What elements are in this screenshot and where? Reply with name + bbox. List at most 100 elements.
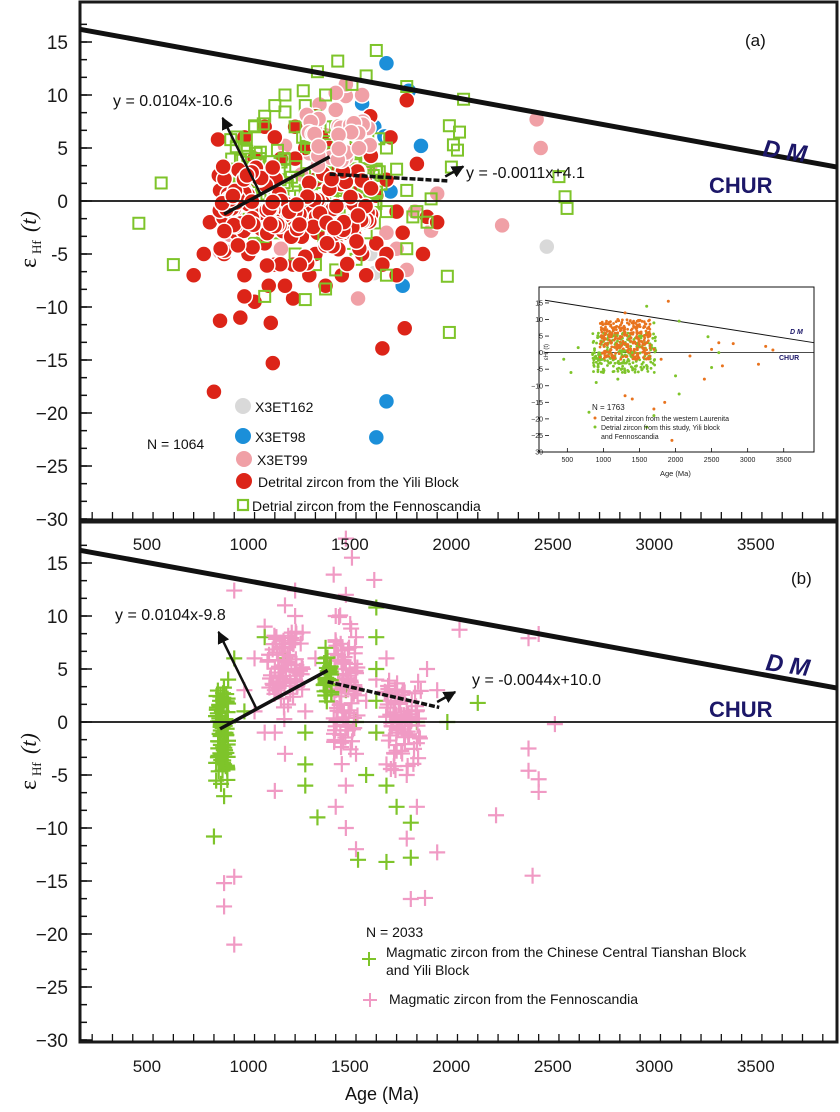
panel-b-eq1: y = 0.0104x-9.8 bbox=[115, 607, 226, 624]
panel-a-n-label: N = 1064 bbox=[147, 436, 204, 452]
inset-data-point bbox=[623, 394, 627, 398]
data-point-plus bbox=[315, 677, 332, 694]
inset-data-point bbox=[646, 369, 650, 373]
data-point-square bbox=[296, 84, 310, 98]
inset-legend-label-this-study-2: and Fennoscandia bbox=[601, 434, 659, 441]
x-tick-label: 1000 bbox=[229, 535, 267, 554]
inset-data-point bbox=[606, 341, 610, 345]
inset-data-point bbox=[609, 335, 613, 339]
inset-data-point bbox=[619, 367, 623, 371]
inset-data-point bbox=[633, 357, 637, 361]
inset-data-point bbox=[702, 377, 706, 381]
panel-a-eq1: y = 0.0104x-10.6 bbox=[113, 93, 233, 110]
inset-data-point bbox=[610, 345, 614, 349]
inset-data-point bbox=[631, 368, 634, 372]
inset-data-point bbox=[604, 354, 608, 358]
inset-data-point bbox=[649, 366, 653, 370]
data-point-plus bbox=[287, 608, 304, 624]
inset-data-point bbox=[677, 392, 681, 396]
inset-data-point bbox=[601, 351, 604, 355]
inset-data-point bbox=[630, 351, 634, 355]
inset-data-point bbox=[620, 370, 624, 374]
legend-label-yili: Detrital zircon from the Yili Block bbox=[258, 474, 460, 490]
inset-data-point bbox=[674, 374, 678, 378]
inset-legend-marker-laurentia bbox=[593, 416, 597, 420]
data-point-circle bbox=[397, 91, 416, 110]
inset-data-point bbox=[646, 356, 650, 360]
inset-data-point bbox=[562, 357, 566, 361]
data-point-circle bbox=[264, 193, 282, 211]
data-point-circle bbox=[377, 392, 396, 411]
inset-data-point bbox=[641, 340, 644, 344]
inset-data-point bbox=[599, 326, 603, 329]
x-tick-label: 3500 bbox=[737, 1057, 775, 1076]
inset-data-point bbox=[622, 329, 626, 333]
inset-data-point bbox=[645, 364, 648, 367]
inset-data-point bbox=[597, 331, 600, 335]
data-point-circle bbox=[408, 155, 426, 173]
trend-arrow-1 bbox=[221, 116, 262, 195]
inset-data-point bbox=[619, 349, 623, 353]
data-point-circle bbox=[239, 213, 258, 231]
data-point-plus bbox=[393, 743, 410, 760]
inset-data-point bbox=[621, 355, 625, 359]
inset-data-point bbox=[653, 350, 657, 354]
trend-line bbox=[327, 680, 440, 710]
inset-data-point bbox=[652, 359, 656, 362]
data-point-plus bbox=[287, 651, 304, 668]
inset-data-point bbox=[599, 370, 603, 374]
y-label-epsilon-b: ε bbox=[16, 780, 42, 790]
panel-a-y-label: ε Hf (t) bbox=[16, 211, 44, 268]
legend-label-x3et99: X3ET99 bbox=[257, 452, 308, 468]
data-point-square bbox=[278, 88, 292, 102]
inset-data-point bbox=[622, 358, 626, 362]
inset-data-point bbox=[598, 342, 602, 346]
trend-arrow-1 bbox=[217, 630, 258, 710]
data-point-plus bbox=[530, 783, 547, 800]
inset-data-point bbox=[652, 371, 656, 374]
data-point-plus bbox=[325, 566, 342, 583]
inset-data-point bbox=[624, 355, 628, 359]
y-tick-label: −10 bbox=[36, 298, 68, 319]
inset-data-point bbox=[629, 347, 633, 351]
data-point-plus bbox=[402, 814, 419, 831]
data-point-circle bbox=[341, 188, 360, 206]
inset-data-point bbox=[644, 329, 648, 333]
data-point-square bbox=[420, 215, 434, 229]
data-point-plus bbox=[406, 740, 423, 757]
inset-data-point bbox=[647, 319, 650, 323]
inset-data-point bbox=[629, 336, 633, 340]
data-point-square bbox=[268, 99, 282, 113]
inset-data-point bbox=[628, 362, 631, 366]
inset-data-point bbox=[642, 349, 646, 353]
inset-data-point bbox=[624, 361, 628, 365]
inset-data-point bbox=[609, 324, 613, 328]
inset-data-point bbox=[605, 328, 609, 332]
inset-data-point bbox=[627, 347, 630, 350]
inset-data-point bbox=[648, 327, 652, 331]
inset-data-point bbox=[606, 359, 609, 363]
y-label-epsilon: ε bbox=[16, 258, 42, 268]
inset-data-point bbox=[594, 360, 598, 364]
inset-data-point bbox=[756, 362, 760, 366]
data-point-circle bbox=[493, 216, 511, 235]
data-point-plus bbox=[297, 756, 314, 773]
inset-y-tick-label: 0 bbox=[539, 350, 543, 357]
inset-data-point bbox=[618, 340, 622, 344]
inset-data-point bbox=[648, 355, 652, 358]
data-point-circle bbox=[347, 232, 366, 251]
data-point-square bbox=[284, 170, 298, 184]
data-point-circle bbox=[357, 266, 375, 284]
panel-b: 15 10 5 0 -5 −10 −15 −20 −25 −30 Magmatic zircon … bbox=[16, 520, 839, 1052]
inset-data-point bbox=[634, 327, 638, 330]
inset-data-point bbox=[771, 348, 775, 352]
inset-data-point bbox=[623, 371, 627, 374]
inset-data-point bbox=[635, 357, 639, 361]
data-point-plus bbox=[208, 688, 225, 705]
inset-data-point bbox=[614, 328, 618, 332]
inset-data-point bbox=[595, 341, 598, 345]
inset-x-label: Age (Ma) bbox=[660, 469, 691, 478]
data-point-plus bbox=[212, 736, 229, 753]
data-point-circle bbox=[291, 255, 309, 274]
inset-data-point bbox=[609, 361, 613, 365]
